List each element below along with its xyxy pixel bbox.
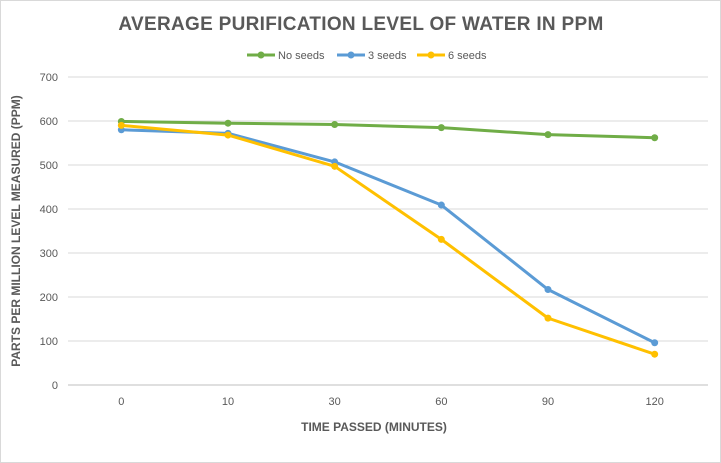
legend: No seeds 3 seeds 6 seeds [247,50,487,62]
data-point [437,201,445,209]
legend-marker [257,51,265,59]
data-point [544,314,552,322]
series-line [119,123,657,356]
legend-marker [427,51,435,59]
y-tick-label: 100 [40,336,58,348]
series-line [119,128,657,345]
y-tick-label: 600 [40,116,58,128]
legend-label: No seeds [278,50,325,62]
data-point [544,286,552,294]
data-point [224,131,232,139]
data-point [651,339,659,347]
series-1 [117,126,659,347]
y-axis-ticks: 0 100 200 300 400 500 600 700 [40,72,58,392]
x-tick-label: 90 [542,396,554,408]
data-point [651,134,659,142]
data-point [331,162,339,170]
data-point [437,235,445,243]
y-tick-label: 500 [40,160,58,172]
series-line [119,119,657,140]
y-tick-label: 700 [40,72,58,84]
y-axis-title: PARTS PER MILLION LEVEL MEASURED (PPM) [9,95,23,367]
y-tick-label: 200 [40,292,58,304]
legend-label: 3 seeds [368,50,407,62]
x-axis-title: TIME PASSED (MINUTES) [301,420,447,434]
y-tick-label: 300 [40,248,58,260]
data-point [224,119,232,127]
data-point [544,131,552,139]
x-tick-label: 10 [222,396,234,408]
legend-item: 3 seeds [337,50,407,62]
gridlines [68,76,708,386]
data-point [331,121,339,129]
legend-item: No seeds [247,50,325,62]
legend-label: 6 seeds [448,50,487,62]
legend-item: 6 seeds [417,50,487,62]
chart-title: AVERAGE PURIFICATION LEVEL OF WATER IN P… [118,14,603,35]
x-axis-ticks: 0 10 30 60 90 120 [118,396,664,408]
y-tick-label: 400 [40,204,58,216]
x-tick-label: 120 [645,396,663,408]
data-point [437,124,445,132]
y-tick-label: 0 [52,380,58,392]
series-layer [117,117,659,358]
series-2 [117,121,659,358]
legend-marker [347,51,355,59]
x-tick-label: 30 [329,396,341,408]
data-point [117,121,125,129]
x-tick-label: 0 [118,396,124,408]
x-tick-label: 60 [435,396,447,408]
data-point [651,350,659,358]
